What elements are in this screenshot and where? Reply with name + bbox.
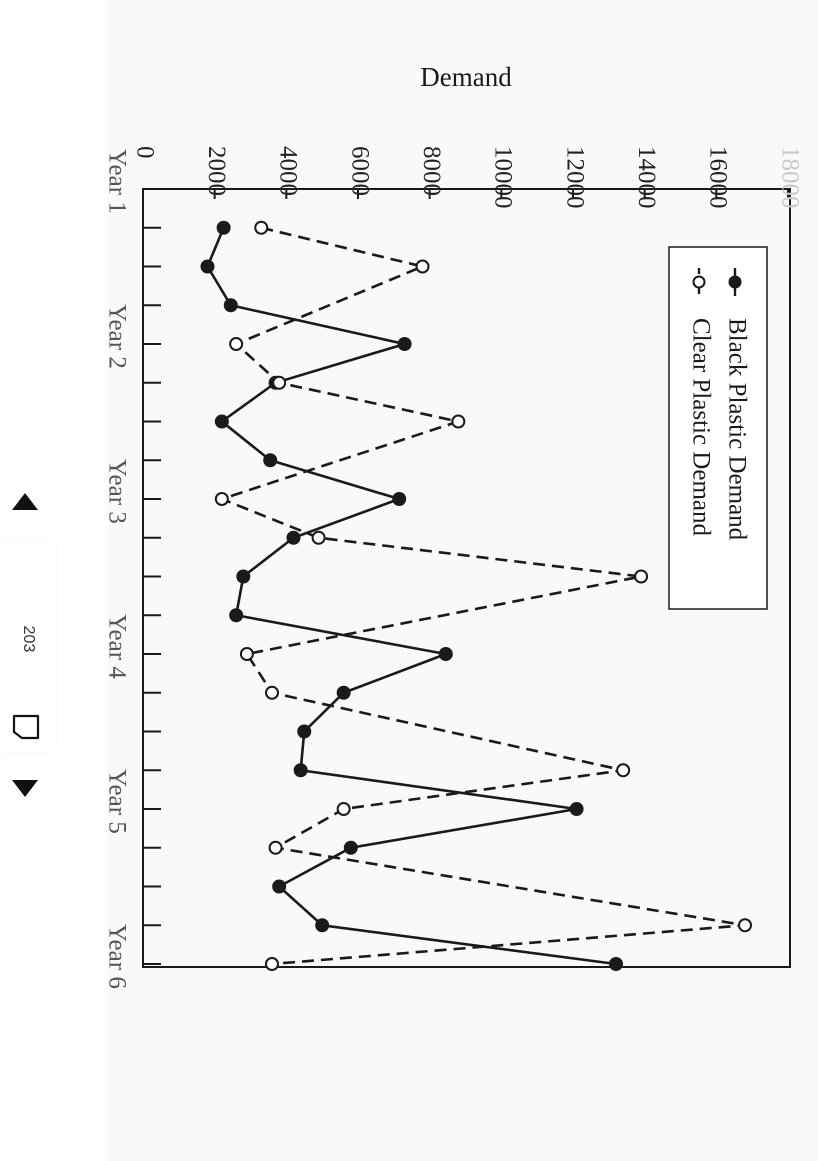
value-tick-label: 6000: [346, 146, 373, 196]
black-plastic-point: [397, 337, 412, 351]
black-plastic-point: [214, 414, 229, 429]
black-plastic-point: [229, 608, 244, 623]
clear-plastic-point: [239, 647, 254, 661]
value-tick-label: 16000: [705, 146, 732, 209]
plot-frame: [142, 188, 791, 968]
year-tick-label: Year 3: [103, 459, 130, 524]
clear-plastic-point: [616, 763, 631, 778]
clear-plastic-point: [265, 957, 279, 971]
black-plastic-point: [293, 763, 308, 778]
black-plastic-point: [297, 724, 312, 739]
clear-plastic-point: [451, 414, 466, 429]
next-page-arrow-icon[interactable]: [12, 780, 38, 797]
black-plastic-point: [609, 957, 623, 971]
clear-plastic-point: [272, 375, 287, 390]
black-plastic-point: [438, 647, 453, 661]
year-tick-label: Year 4: [103, 614, 130, 679]
value-tick-label: 12000: [561, 146, 588, 209]
black-plastic-series-line: [206, 227, 617, 966]
year-tick-label: Year 2: [103, 304, 130, 369]
previous-page-arrow-icon[interactable]: [12, 493, 38, 510]
black-plastic-point: [336, 685, 351, 700]
bookmark-icon[interactable]: [11, 712, 41, 742]
clear-plastic-point: [634, 569, 649, 584]
clear-plastic-point: [738, 918, 752, 933]
black-plastic-point: [315, 918, 330, 933]
clear-plastic-point: [415, 259, 430, 274]
black-plastic-point: [223, 298, 238, 313]
legend-box: [668, 246, 768, 610]
legend-label: Black Plastic Demand: [723, 318, 750, 541]
year-tick-label: Year 6: [103, 924, 130, 989]
black-plastic-point: [216, 220, 231, 235]
page-navigation-panel: 203: [0, 540, 56, 752]
clear-plastic-point: [268, 840, 283, 855]
black-plastic-point: [343, 840, 358, 855]
clear-plastic-point: [311, 530, 326, 545]
clear-plastic-point: [214, 492, 229, 506]
black-plastic-point: [392, 492, 407, 506]
legend-label: Clear Plastic Demand: [687, 318, 714, 536]
value-tick-label: 14000: [633, 146, 660, 209]
year-tick-label: Year 5: [103, 769, 130, 834]
black-plastic-point: [569, 802, 584, 816]
black-plastic-point: [263, 453, 278, 468]
value-axis-title: Demand: [420, 62, 512, 92]
clear-plastic-point: [229, 337, 244, 351]
value-tick-label: 8000: [418, 146, 445, 196]
year-tick-label: Year 1: [103, 149, 130, 214]
clear-plastic-point: [254, 220, 269, 235]
value-tick-label: 0: [131, 146, 158, 159]
legend-marker: [728, 275, 742, 289]
clear-plastic-point: [336, 802, 351, 816]
value-tick-label: 4000: [275, 146, 302, 196]
black-plastic-point: [236, 569, 251, 584]
legend-marker: [692, 275, 706, 289]
value-tick-label: 18000: [776, 146, 803, 209]
clear-plastic-point: [265, 685, 279, 700]
value-tick-label: 10000: [490, 146, 517, 209]
black-plastic-point: [286, 530, 301, 545]
clear-plastic-series-line: [218, 226, 746, 966]
page-number: 203: [20, 625, 37, 653]
black-plastic-point: [200, 259, 215, 274]
black-plastic-point: [272, 879, 287, 894]
value-tick-label: 2000: [203, 146, 230, 196]
